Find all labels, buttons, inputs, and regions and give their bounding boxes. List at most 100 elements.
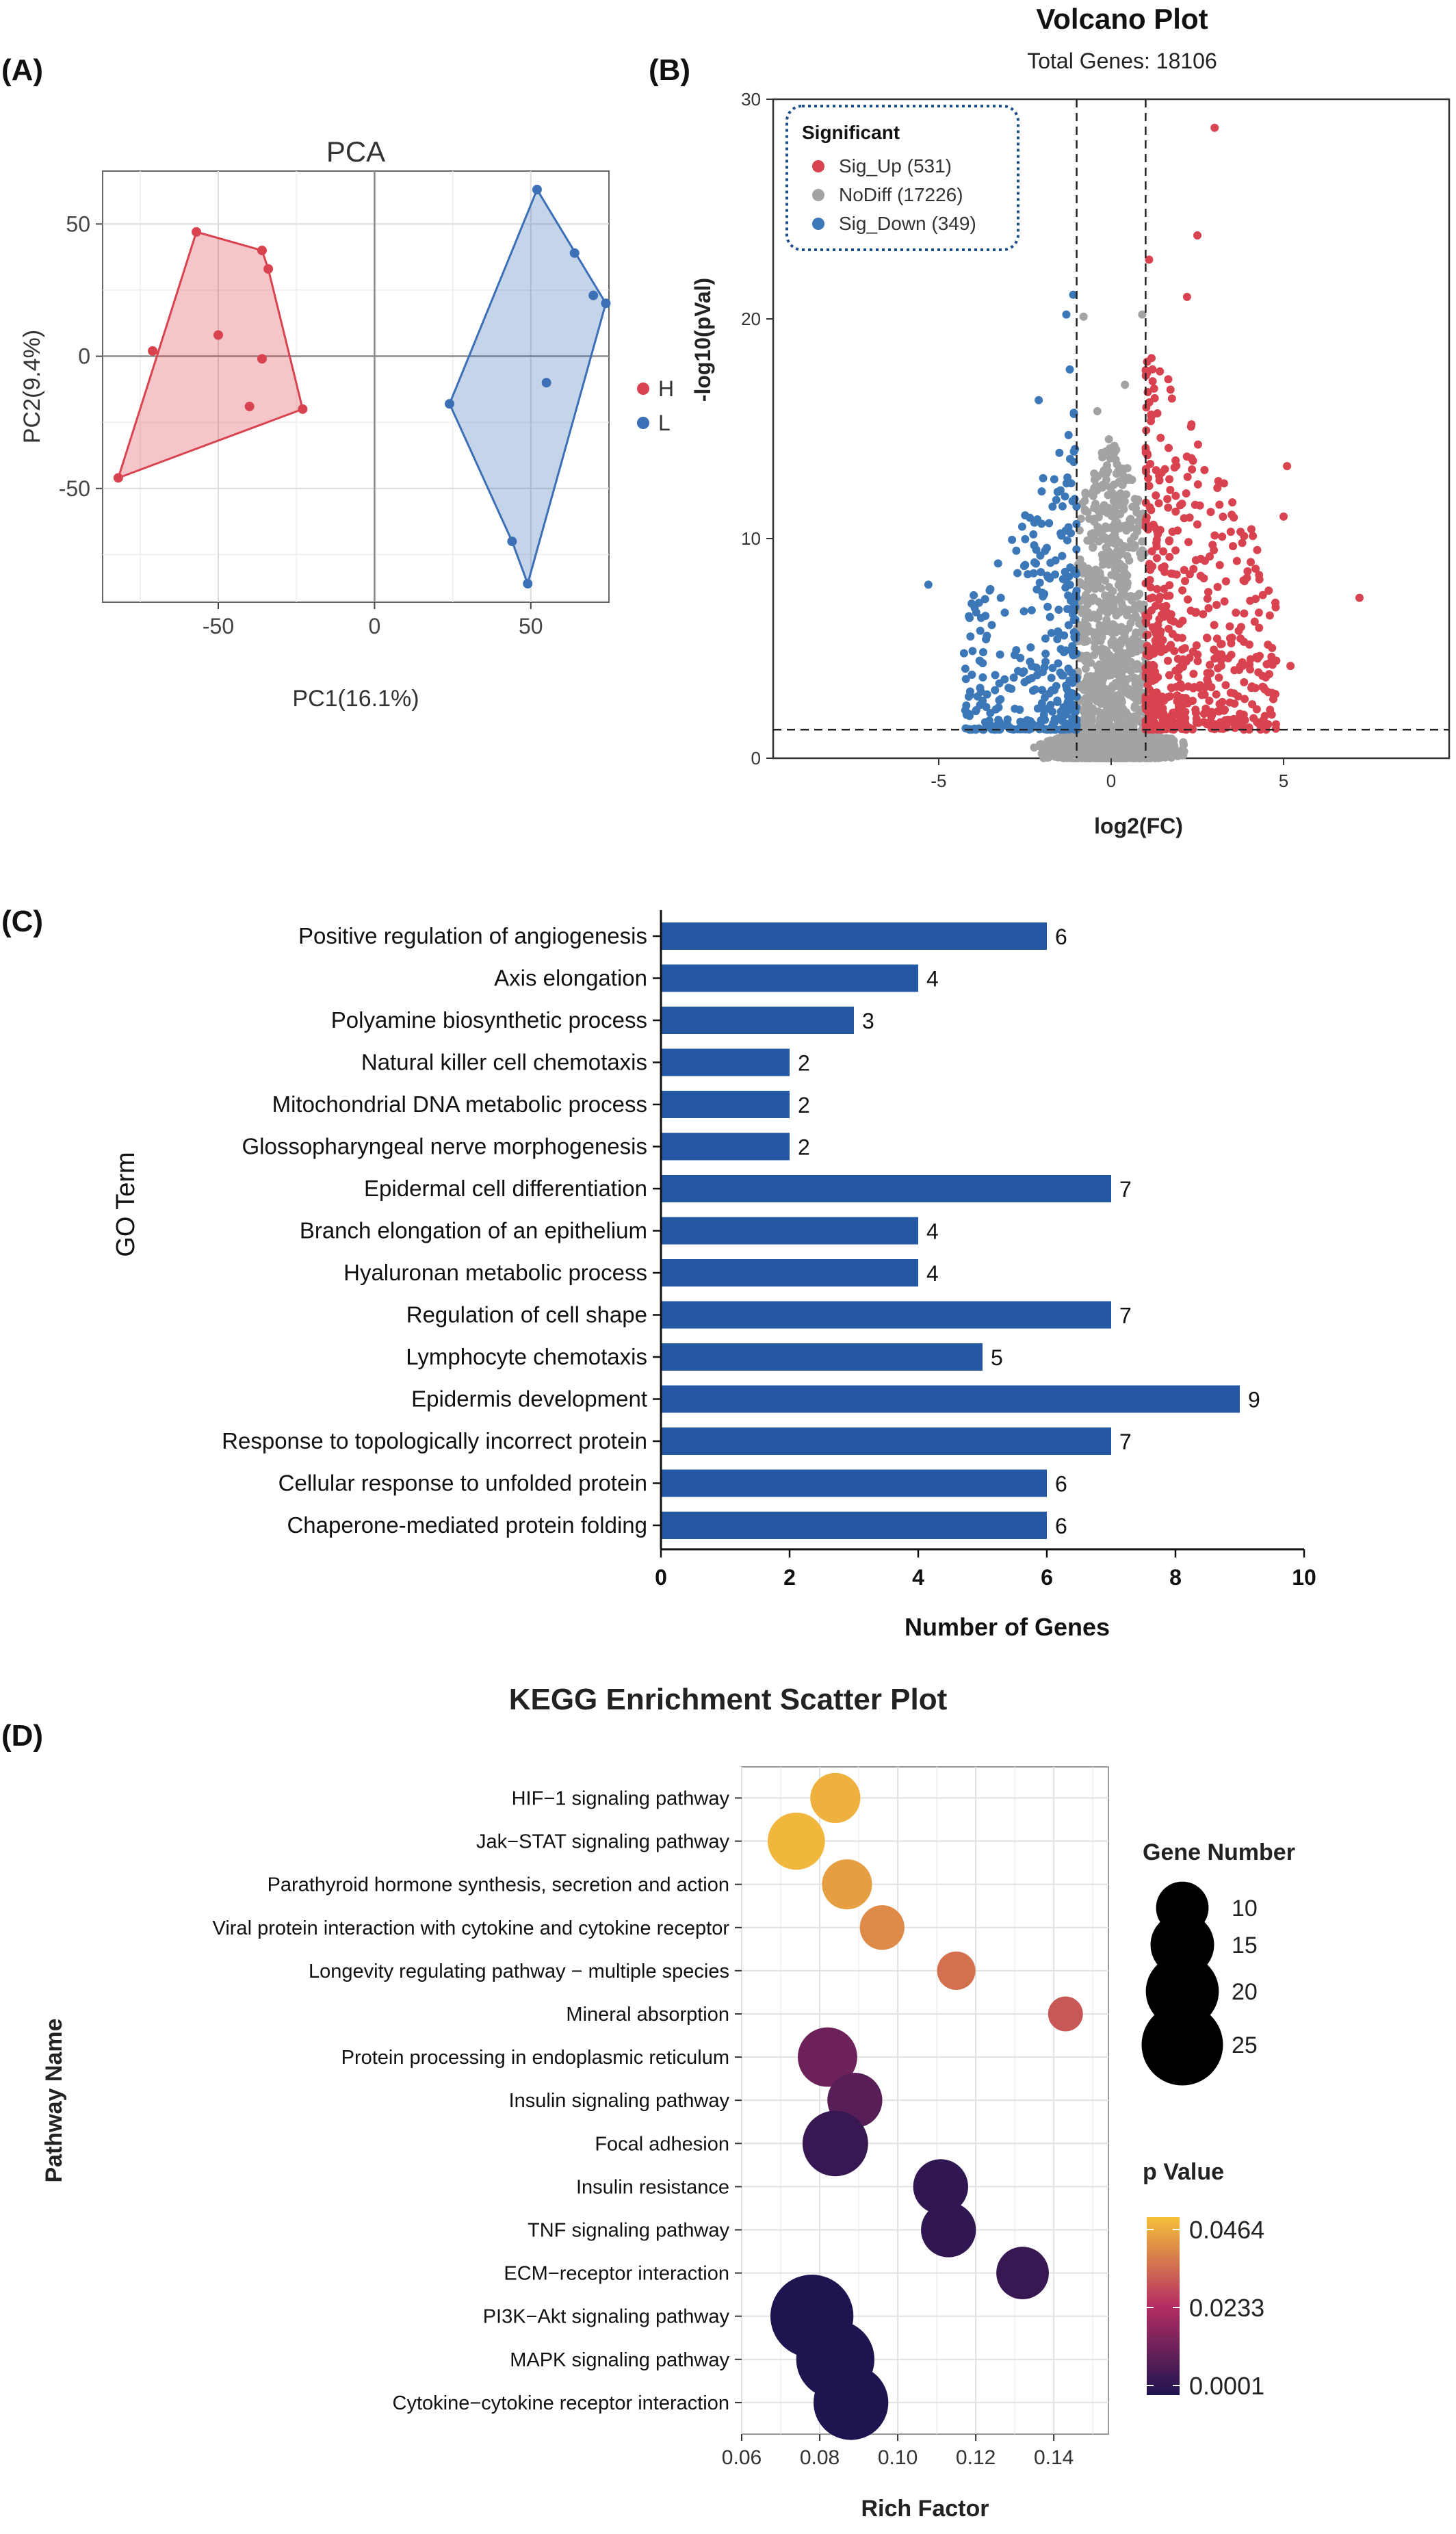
pca-point-H bbox=[148, 346, 158, 356]
kegg-point bbox=[1048, 1996, 1083, 2032]
volcano-point-up bbox=[1180, 566, 1188, 575]
volcano-point-nodiff bbox=[1081, 490, 1090, 499]
volcano-point-nodiff bbox=[1084, 743, 1093, 752]
go-bar bbox=[661, 1091, 790, 1118]
volcano-point-up bbox=[1212, 690, 1221, 699]
kegg-scatter-chart: HIF−1 signaling pathway Jak−STAT signalin… bbox=[41, 1683, 1295, 2522]
kegg-ylabel: Pathway Name bbox=[41, 2019, 67, 2183]
volcano-ytick-label: 10 bbox=[741, 528, 761, 549]
go-category-label: Hyaluronan metabolic process bbox=[343, 1260, 647, 1285]
volcano-point-up bbox=[1165, 552, 1174, 561]
volcano-point-nodiff bbox=[1091, 579, 1100, 588]
volcano-point-nodiff bbox=[1043, 743, 1052, 752]
volcano-point-down bbox=[1041, 634, 1050, 643]
kegg-point bbox=[921, 2202, 976, 2258]
volcano-point-nodiff bbox=[1135, 589, 1144, 598]
volcano-point-down bbox=[1071, 445, 1080, 454]
go-bar-value-label: 4 bbox=[926, 1261, 939, 1286]
volcano-point-nodiff bbox=[1177, 749, 1186, 758]
volcano-point-up bbox=[1171, 491, 1180, 500]
volcano-point-down bbox=[961, 675, 970, 684]
kegg-category-label: Insulin resistance bbox=[576, 2176, 729, 2198]
volcano-point-down bbox=[1021, 534, 1030, 543]
volcano-point-down bbox=[983, 632, 991, 641]
volcano-point-up bbox=[1227, 650, 1236, 659]
volcano-point-up bbox=[1238, 539, 1247, 547]
volcano-point-nodiff bbox=[1101, 620, 1110, 629]
volcano-point-down bbox=[1058, 716, 1067, 725]
kegg-title: KEGG Enrichment Scatter Plot bbox=[509, 1683, 948, 1716]
go-category-label: Epidermis development bbox=[411, 1386, 647, 1412]
volcano-point-nodiff bbox=[1110, 569, 1119, 578]
volcano-point-nodiff bbox=[1104, 504, 1113, 513]
kegg-xtick-label: 0.08 bbox=[800, 2446, 840, 2469]
volcano-point-nodiff bbox=[1087, 597, 1096, 606]
kegg-xtick-label: 0.14 bbox=[1034, 2446, 1074, 2469]
volcano-point-nodiff bbox=[1089, 543, 1097, 552]
volcano-point-nodiff bbox=[1053, 738, 1062, 747]
volcano-point-down bbox=[1054, 659, 1063, 668]
volcano-point-up bbox=[1215, 560, 1224, 569]
volcano-point-up bbox=[1193, 657, 1202, 666]
volcano-point-nodiff bbox=[1086, 671, 1095, 680]
volcano-point-down bbox=[1045, 519, 1054, 528]
volcano-point-nodiff bbox=[1117, 627, 1126, 636]
volcano-point-down bbox=[1032, 545, 1041, 554]
go-bar bbox=[661, 1343, 983, 1371]
volcano-point-nodiff bbox=[1080, 506, 1089, 515]
volcano-point-down bbox=[981, 612, 990, 621]
volcano-point-down bbox=[1058, 575, 1067, 584]
volcano-point-down bbox=[1067, 668, 1076, 677]
volcano-point-up bbox=[1215, 699, 1224, 708]
volcano-point-down bbox=[1035, 396, 1043, 404]
go-category-label: Natural killer cell chemotaxis bbox=[361, 1050, 647, 1075]
volcano-point-up bbox=[1261, 673, 1270, 682]
volcano-point-nodiff bbox=[1120, 543, 1129, 552]
volcano-point-up bbox=[1264, 586, 1273, 595]
kegg-category-label: Cytokine−cytokine receptor interaction bbox=[393, 2392, 729, 2414]
volcano-point-down bbox=[961, 664, 970, 673]
volcano-point-up bbox=[1191, 706, 1200, 714]
volcano-point-up bbox=[1240, 532, 1249, 541]
volcano-point-nodiff bbox=[1132, 734, 1141, 742]
go-bar bbox=[661, 1048, 790, 1076]
volcano-point-nodiff bbox=[1093, 730, 1102, 739]
volcano-point-up bbox=[1155, 701, 1164, 710]
volcano-point-up bbox=[1178, 586, 1187, 595]
volcano-point-down bbox=[1047, 673, 1056, 682]
volcano-legend-title: Significant bbox=[802, 122, 900, 143]
volcano-point-nodiff bbox=[1053, 751, 1062, 760]
volcano-point-down bbox=[991, 705, 1000, 714]
volcano-point-nodiff bbox=[1103, 703, 1112, 712]
volcano-point-up bbox=[1240, 716, 1249, 725]
volcano-point-up bbox=[1254, 608, 1263, 617]
volcano-point-up bbox=[1145, 255, 1154, 264]
volcano-point-nodiff bbox=[1039, 753, 1048, 762]
go-bar-chart: 6 Positive regulation of angiogenesis 4 Axi… bbox=[112, 910, 1316, 1641]
volcano-point-down bbox=[1027, 606, 1036, 615]
kegg-xtick-label: 0.06 bbox=[722, 2446, 762, 2469]
volcano-point-up bbox=[1149, 520, 1158, 529]
volcano-point-up bbox=[1190, 683, 1199, 692]
volcano-point-down bbox=[1061, 567, 1069, 576]
volcano-legend-marker bbox=[812, 218, 824, 230]
volcano-point-nodiff bbox=[1091, 753, 1100, 762]
volcano-point-nodiff bbox=[1112, 469, 1121, 478]
volcano-point-down bbox=[1008, 535, 1017, 544]
volcano-point-down bbox=[1032, 663, 1041, 672]
go-category-label: Regulation of cell shape bbox=[406, 1302, 647, 1328]
volcano-point-up bbox=[1199, 574, 1208, 583]
go-bar-value-label: 7 bbox=[1119, 1177, 1132, 1202]
volcano-point-up bbox=[1145, 686, 1154, 695]
volcano-point-up bbox=[1147, 547, 1156, 556]
volcano-point-down bbox=[1036, 551, 1045, 560]
volcano-point-nodiff bbox=[1128, 649, 1137, 658]
kegg-category-label: Longevity regulating pathway − multiple … bbox=[309, 1961, 729, 1982]
volcano-point-up bbox=[1204, 678, 1212, 687]
volcano-point-nodiff bbox=[1149, 745, 1158, 753]
volcano-point-up bbox=[1152, 526, 1161, 535]
volcano-point-nodiff bbox=[1100, 605, 1109, 614]
volcano-point-down bbox=[978, 673, 987, 682]
volcano-point-down bbox=[987, 621, 996, 630]
volcano-point-up bbox=[1210, 621, 1219, 630]
